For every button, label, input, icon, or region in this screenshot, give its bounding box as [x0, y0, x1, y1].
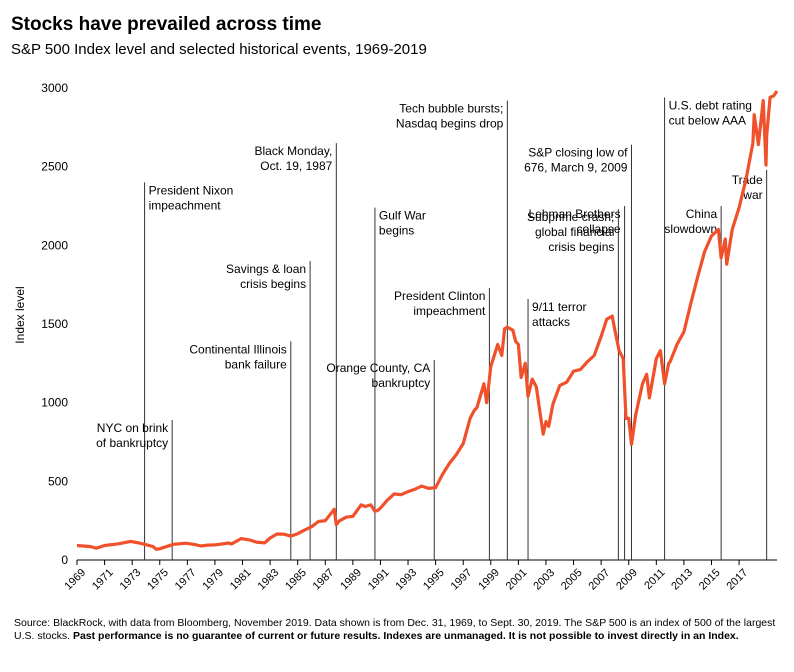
annotation-label: Subprime crash;: [527, 210, 614, 224]
x-tick-label: 1999: [476, 567, 502, 593]
x-tick-label: 1975: [145, 567, 171, 593]
y-tick-label: 500: [48, 474, 68, 488]
sp500-index-line: [76, 90, 779, 551]
x-tick-label: 1985: [283, 567, 309, 593]
annotation-label: Gulf War: [379, 209, 426, 223]
annotation-label: President Clinton: [394, 289, 485, 303]
x-tick-label: 2009: [614, 567, 640, 593]
source-text: Source: BlackRock, with data from Bloomb…: [14, 617, 776, 642]
annotation-label: S&P closing low of: [528, 146, 628, 160]
annotation-label: crisis begins: [240, 277, 306, 291]
y-tick-label: 2500: [41, 160, 68, 174]
x-tick-label: 1989: [338, 567, 364, 593]
x-tick-label: 2003: [531, 567, 557, 593]
chart-title: Stocks have prevailed across time: [11, 14, 322, 35]
annotation-label: Tech bubble bursts;: [399, 102, 503, 116]
annotation-label: Nasdaq begins drop: [396, 117, 504, 131]
x-tick-label: 2005: [559, 567, 585, 593]
annotation-label: impeachment: [413, 304, 486, 318]
annotation-label: U.S. debt rating: [669, 98, 752, 112]
annotation-label: war: [742, 188, 762, 202]
x-tick-label: 1997: [449, 567, 475, 593]
chart-subtitle: S&P 500 Index level and selected histori…: [11, 41, 427, 58]
annotation-label: attacks: [532, 315, 570, 329]
annotation-label: Oct. 19, 1987: [260, 159, 332, 173]
x-tick-label: 1971: [90, 567, 116, 593]
x-tick-label: 1973: [118, 567, 144, 593]
x-tick-label: 2001: [504, 567, 530, 593]
annotation-label: Lehman Brothers: [529, 207, 621, 221]
y-tick-label: 1500: [41, 317, 68, 331]
x-tick-label: 2015: [697, 567, 723, 593]
series-group: [76, 90, 779, 551]
y-tick-label: 1000: [41, 396, 68, 410]
y-tick-label: 0: [61, 553, 68, 567]
annotation-label: President Nixon: [149, 183, 234, 197]
annotation-label: crisis begins: [548, 240, 614, 254]
annotation-label: 676, March 9, 2009: [524, 161, 628, 175]
annotation-label: China: [686, 207, 718, 221]
annotation-label: global financial: [535, 225, 614, 239]
annotation-label: Black Monday,: [254, 144, 332, 158]
x-tick-label: 1991: [366, 567, 392, 593]
sp500-line-chart: 0 500 1000 1500 2000 2500 3000 1969 1971 1973 1975…: [13, 81, 779, 593]
annotation-label: NYC on brink: [97, 421, 169, 435]
axes-group: 0 500 1000 1500 2000 2500 3000 1969 1971 1973 1975…: [41, 81, 777, 593]
annotation-label: Orange County, CA: [326, 361, 430, 375]
x-tick-label: 1979: [200, 567, 226, 593]
x-tick-label: 1969: [62, 567, 88, 593]
x-tick-label: 1987: [311, 567, 337, 593]
annotation-label: bankruptcy: [372, 376, 431, 390]
annotation-label: begins: [379, 224, 414, 238]
x-tick-label: 1977: [173, 567, 199, 593]
annotation-label: slowdown: [664, 222, 717, 236]
y-tick-label: 2000: [41, 238, 68, 252]
x-tick-label: 2017: [724, 567, 750, 593]
y-axis-label: Index level: [13, 286, 27, 343]
x-tick-label: 2013: [669, 567, 695, 593]
x-tick-label: 2007: [587, 567, 613, 593]
annotation-label: cut below AAA: [669, 113, 746, 127]
x-tick-label: 1981: [228, 567, 254, 593]
source-footnote: Source: BlackRock, with data from Bloomb…: [14, 617, 784, 643]
annotation-label: Continental Illinois: [189, 342, 286, 356]
y-tick-label: 3000: [41, 81, 68, 95]
x-tick-label: 2011: [642, 567, 667, 592]
annotation-label: impeachment: [149, 198, 222, 212]
disclaimer-text: Past performance is no guarantee of curr…: [72, 630, 739, 642]
x-tick-label: 1993: [393, 567, 419, 593]
x-tick-label: 1995: [421, 567, 447, 593]
annotation-label: of bankruptcy: [96, 436, 168, 450]
x-tick-label: 1983: [256, 567, 282, 593]
annotation-label: collapse: [577, 222, 621, 236]
annotation-label: Savings & loan: [226, 262, 306, 276]
annotation-label: 9/11 terror: [532, 300, 586, 314]
annotation-label: bank failure: [225, 357, 287, 371]
